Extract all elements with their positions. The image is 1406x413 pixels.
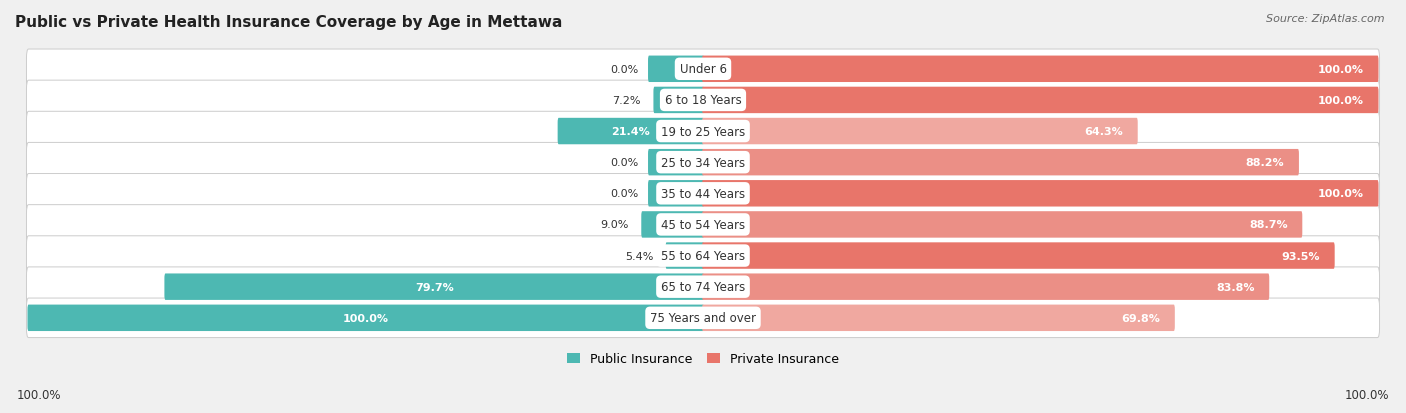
- Text: 83.8%: 83.8%: [1216, 282, 1254, 292]
- FancyBboxPatch shape: [558, 119, 704, 145]
- FancyBboxPatch shape: [702, 212, 1302, 238]
- Text: 9.0%: 9.0%: [600, 220, 628, 230]
- Text: 25 to 34 Years: 25 to 34 Years: [661, 156, 745, 169]
- FancyBboxPatch shape: [27, 50, 1379, 89]
- Text: 35 to 44 Years: 35 to 44 Years: [661, 188, 745, 200]
- FancyBboxPatch shape: [648, 150, 704, 176]
- Text: 19 to 25 Years: 19 to 25 Years: [661, 125, 745, 138]
- FancyBboxPatch shape: [27, 267, 1379, 307]
- Text: 21.4%: 21.4%: [612, 127, 650, 137]
- FancyBboxPatch shape: [648, 57, 704, 83]
- Text: 0.0%: 0.0%: [610, 64, 638, 75]
- Text: Source: ZipAtlas.com: Source: ZipAtlas.com: [1267, 14, 1385, 24]
- Text: 69.8%: 69.8%: [1122, 313, 1160, 323]
- FancyBboxPatch shape: [28, 305, 704, 331]
- FancyBboxPatch shape: [702, 305, 1175, 331]
- FancyBboxPatch shape: [702, 57, 1378, 83]
- FancyBboxPatch shape: [665, 243, 704, 269]
- Text: 100.0%: 100.0%: [17, 388, 62, 401]
- Legend: Public Insurance, Private Insurance: Public Insurance, Private Insurance: [562, 348, 844, 370]
- Text: 75 Years and over: 75 Years and over: [650, 311, 756, 325]
- FancyBboxPatch shape: [648, 180, 704, 207]
- FancyBboxPatch shape: [27, 298, 1379, 338]
- FancyBboxPatch shape: [702, 150, 1299, 176]
- Text: 93.5%: 93.5%: [1282, 251, 1320, 261]
- Text: 55 to 64 Years: 55 to 64 Years: [661, 249, 745, 262]
- Text: 100.0%: 100.0%: [1317, 64, 1364, 75]
- FancyBboxPatch shape: [27, 112, 1379, 152]
- FancyBboxPatch shape: [27, 236, 1379, 275]
- Text: 6 to 18 Years: 6 to 18 Years: [665, 94, 741, 107]
- FancyBboxPatch shape: [702, 243, 1334, 269]
- Text: 88.2%: 88.2%: [1246, 158, 1285, 168]
- FancyBboxPatch shape: [27, 143, 1379, 183]
- Text: 79.7%: 79.7%: [415, 282, 454, 292]
- Text: 0.0%: 0.0%: [610, 158, 638, 168]
- Text: 100.0%: 100.0%: [343, 313, 388, 323]
- FancyBboxPatch shape: [27, 174, 1379, 214]
- FancyBboxPatch shape: [702, 88, 1378, 114]
- FancyBboxPatch shape: [165, 274, 704, 300]
- Text: Public vs Private Health Insurance Coverage by Age in Mettawa: Public vs Private Health Insurance Cover…: [15, 15, 562, 30]
- FancyBboxPatch shape: [27, 81, 1379, 121]
- Text: 0.0%: 0.0%: [610, 189, 638, 199]
- Text: 7.2%: 7.2%: [613, 96, 641, 106]
- Text: 45 to 54 Years: 45 to 54 Years: [661, 218, 745, 231]
- Text: 100.0%: 100.0%: [1317, 189, 1364, 199]
- Text: 65 to 74 Years: 65 to 74 Years: [661, 280, 745, 294]
- Text: 100.0%: 100.0%: [1344, 388, 1389, 401]
- Text: 64.3%: 64.3%: [1084, 127, 1123, 137]
- FancyBboxPatch shape: [654, 88, 704, 114]
- FancyBboxPatch shape: [641, 212, 704, 238]
- Text: 88.7%: 88.7%: [1249, 220, 1288, 230]
- FancyBboxPatch shape: [702, 274, 1270, 300]
- Text: Under 6: Under 6: [679, 63, 727, 76]
- FancyBboxPatch shape: [702, 119, 1137, 145]
- FancyBboxPatch shape: [702, 180, 1378, 207]
- Text: 5.4%: 5.4%: [624, 251, 652, 261]
- Text: 100.0%: 100.0%: [1317, 96, 1364, 106]
- FancyBboxPatch shape: [27, 205, 1379, 244]
